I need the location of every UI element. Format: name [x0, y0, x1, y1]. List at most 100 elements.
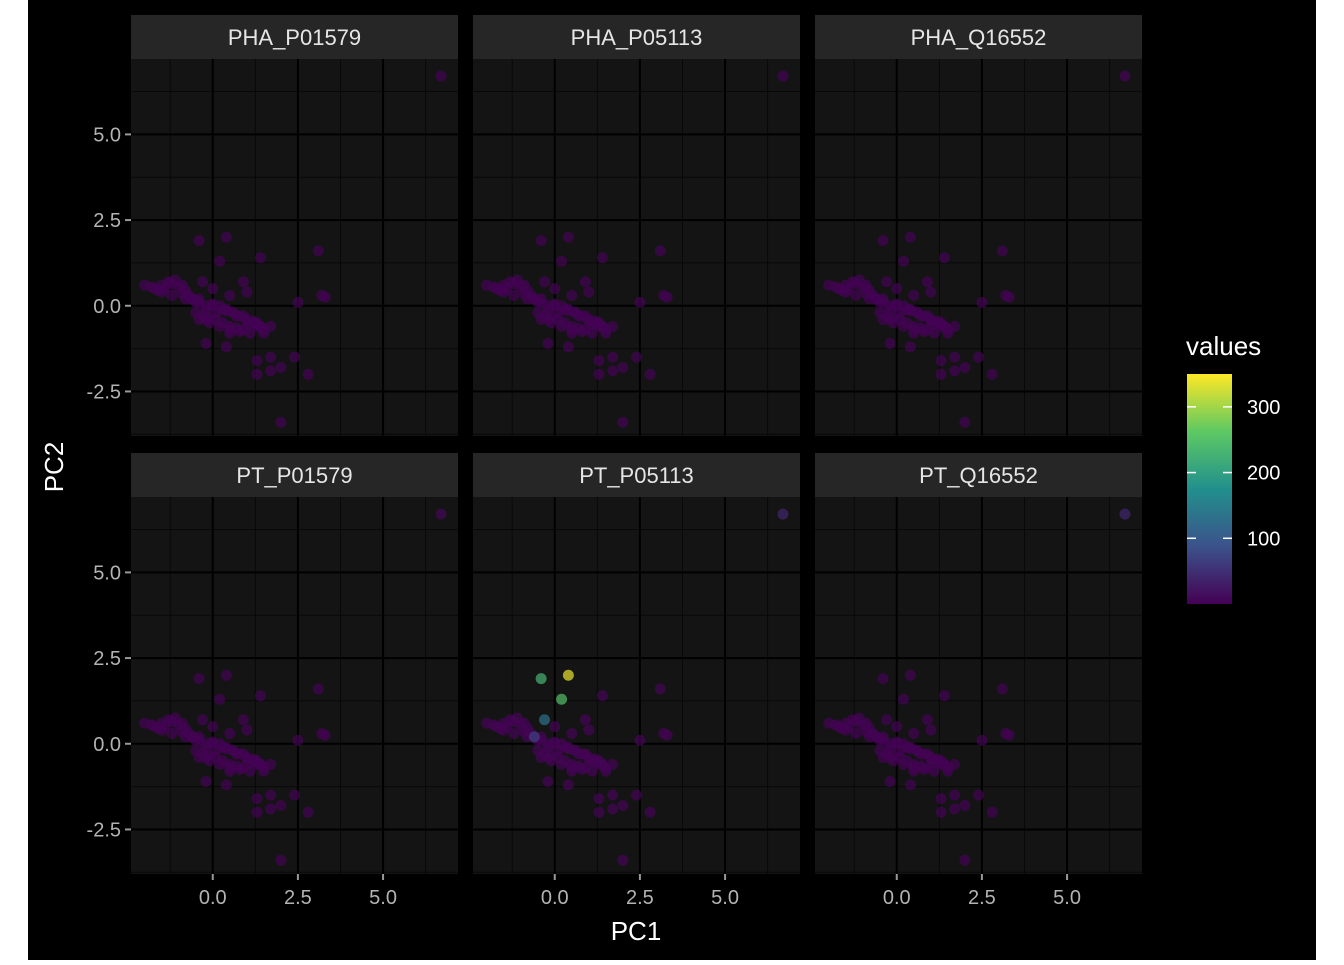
- data-point: [220, 341, 232, 353]
- data-point: [935, 806, 947, 818]
- data-point: [935, 793, 947, 805]
- data-point: [549, 721, 561, 733]
- data-point: [186, 293, 198, 305]
- data-point: [207, 721, 219, 733]
- data-point: [583, 286, 595, 298]
- data-point: [292, 296, 304, 308]
- data-point: [840, 724, 852, 736]
- data-point: [265, 803, 277, 815]
- facet-strip: [131, 15, 458, 59]
- data-point: [220, 669, 232, 681]
- data-point: [590, 315, 602, 327]
- data-point: [549, 283, 561, 295]
- data-point: [224, 289, 236, 301]
- data-point: [959, 799, 971, 811]
- data-point: [542, 751, 554, 763]
- data-point: [549, 738, 561, 750]
- y-tick-label: 0.0: [93, 734, 121, 756]
- data-point: [214, 758, 226, 770]
- data-point: [1119, 70, 1131, 82]
- data-point: [254, 252, 266, 264]
- facet-label: PHA_P01579: [228, 25, 361, 50]
- data-point: [1003, 729, 1015, 741]
- data-point: [244, 765, 256, 777]
- panel-background: [131, 59, 458, 436]
- data-point: [237, 310, 249, 322]
- data-point: [251, 368, 263, 380]
- data-point: [777, 508, 789, 520]
- data-point: [539, 714, 551, 726]
- facet-label: PT_P05113: [579, 463, 694, 488]
- data-point: [200, 313, 212, 325]
- data-point: [207, 300, 219, 312]
- data-point: [850, 289, 862, 301]
- data-point: [244, 327, 256, 339]
- data-point: [870, 731, 882, 743]
- data-point: [258, 327, 270, 339]
- y-tick-label: 0.0: [93, 296, 121, 318]
- data-point: [938, 690, 950, 702]
- data-point: [949, 789, 961, 801]
- x-tick-label: 0.0: [541, 887, 569, 909]
- data-point: [234, 325, 246, 337]
- data-point: [248, 753, 260, 765]
- data-point: [607, 351, 619, 363]
- data-point: [258, 765, 270, 777]
- y-tick-label: -2.5: [87, 381, 121, 403]
- data-point: [654, 683, 666, 695]
- data-point: [542, 775, 554, 787]
- data-point: [644, 368, 656, 380]
- data-point: [891, 300, 903, 312]
- data-point: [569, 307, 581, 319]
- data-point: [265, 320, 277, 332]
- data-point: [904, 669, 916, 681]
- data-point: [942, 327, 954, 339]
- data-point: [607, 758, 619, 770]
- data-point: [850, 727, 862, 739]
- data-point: [214, 255, 226, 267]
- data-point: [197, 714, 209, 726]
- data-point: [562, 231, 574, 243]
- data-point: [904, 779, 916, 791]
- data-point: [220, 231, 232, 243]
- facet-strip: [473, 15, 800, 59]
- data-point: [579, 748, 591, 760]
- data-point: [498, 286, 510, 298]
- data-point: [251, 355, 263, 367]
- data-point: [891, 283, 903, 295]
- data-point: [976, 296, 988, 308]
- data-point: [593, 355, 605, 367]
- data-point: [925, 724, 937, 736]
- data-point: [1003, 291, 1015, 303]
- data-point: [959, 854, 971, 866]
- data-point: [938, 252, 950, 264]
- data-point: [881, 714, 893, 726]
- data-point: [918, 325, 930, 337]
- data-point: [949, 351, 961, 363]
- data-point: [877, 235, 889, 247]
- data-point: [928, 327, 940, 339]
- data-point: [562, 779, 574, 791]
- x-tick-label: 5.0: [369, 887, 397, 909]
- data-point: [265, 351, 277, 363]
- data-point: [535, 235, 547, 247]
- y-axis-title: PC2: [39, 442, 69, 493]
- data-point: [251, 806, 263, 818]
- data-point: [265, 758, 277, 770]
- data-point: [870, 293, 882, 305]
- data-point: [166, 289, 178, 301]
- data-point: [600, 765, 612, 777]
- data-point: [891, 721, 903, 733]
- data-point: [275, 854, 287, 866]
- data-point: [631, 789, 642, 801]
- data-point: [207, 738, 219, 750]
- data-point: [193, 673, 205, 685]
- data-point: [556, 255, 568, 267]
- data-point: [908, 765, 920, 777]
- x-tick-label: 2.5: [968, 887, 996, 909]
- data-point: [932, 753, 944, 765]
- data-point: [973, 789, 984, 801]
- data-point: [265, 789, 277, 801]
- data-point: [884, 751, 896, 763]
- data-point: [556, 320, 568, 332]
